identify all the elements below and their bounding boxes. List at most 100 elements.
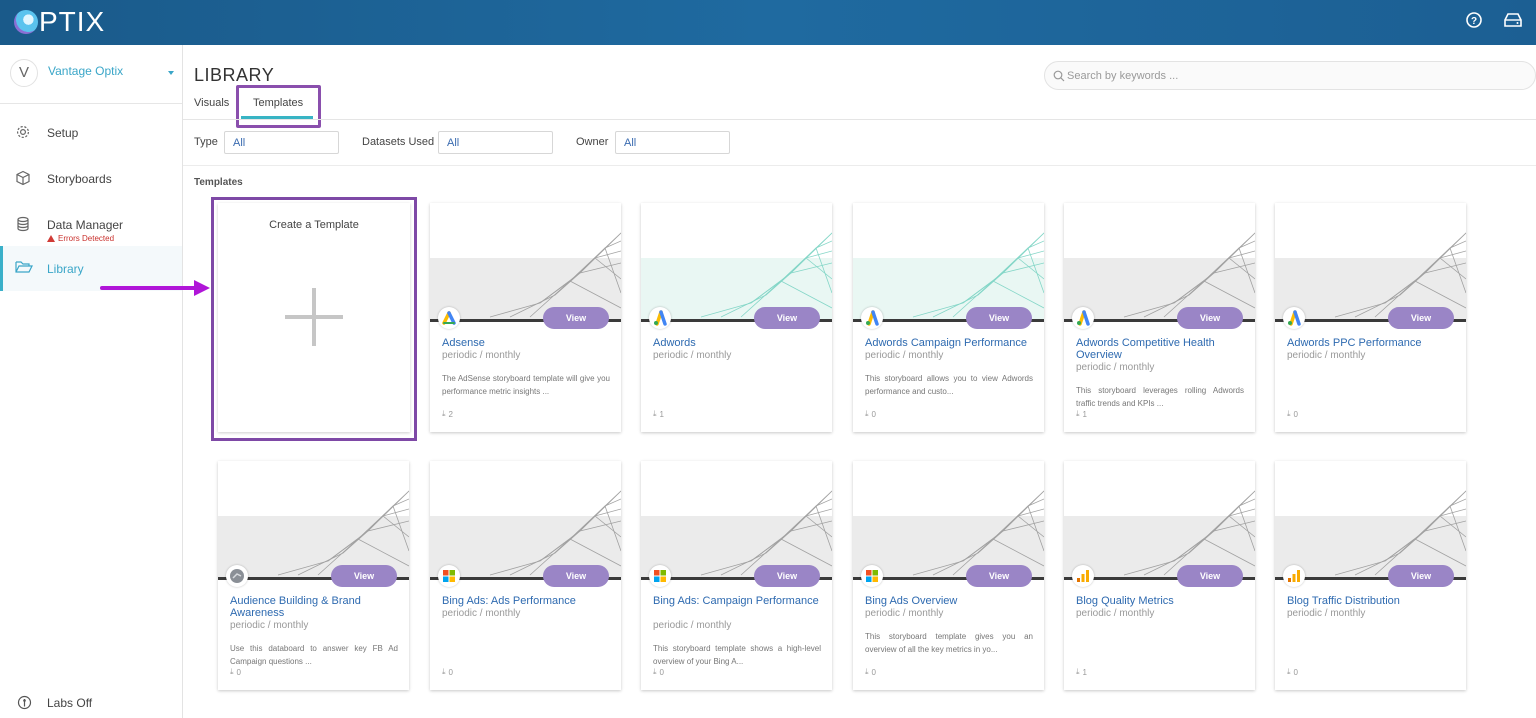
sidebar-item-library[interactable]: Library [0,246,182,291]
card-title[interactable]: Bing Ads: Campaign Performance [653,595,819,607]
view-button[interactable]: View [966,307,1032,329]
view-button[interactable]: View [966,565,1032,587]
download-icon: ⤓ [865,409,869,418]
view-button[interactable]: View [1177,307,1243,329]
card-divider [1064,577,1255,580]
card-schedule: periodic / monthly [865,350,944,361]
card-title[interactable]: Bing Ads: Ads Performance [442,595,576,607]
annotation-highlight-box [236,85,321,128]
card-schedule: periodic / monthly [1287,350,1366,361]
card-thumbnail [853,203,1044,319]
card-schedule: periodic / monthly [442,350,521,361]
search-input[interactable] [1067,68,1467,84]
template-card[interactable]: View Adwords PPC Performance periodic / … [1275,203,1466,432]
lightbulb-icon [17,695,32,710]
logo-mark-icon [14,10,38,34]
template-card[interactable]: View Bing Ads Overview periodic / monthl… [853,461,1044,690]
card-title[interactable]: Adwords Campaign Performance [865,337,1028,349]
chevron-down-icon[interactable] [168,71,174,75]
download-icon: ⤓ [1076,667,1080,676]
org-avatar: V [10,59,38,87]
sidebar-item-storyboards[interactable]: Storyboards [0,160,182,200]
card-divider [430,319,621,322]
download-icon: ⤓ [653,667,657,676]
card-schedule: periodic / monthly [1076,608,1155,619]
card-title[interactable]: Blog Traffic Distribution [1287,595,1400,607]
download-icon: ⤓ [1287,409,1291,418]
sidebar-item-label: Setup [47,126,79,140]
card-description: This storyboard template shows a high-le… [653,644,821,666]
template-card[interactable]: View Audience Building & Brand Awareness… [218,461,409,690]
view-button[interactable]: View [543,565,609,587]
template-card[interactable]: View Adwords Campaign Performance period… [853,203,1044,432]
filter-type-label: Type [194,136,218,148]
hard-drive-icon[interactable] [1503,11,1525,33]
card-thumbnail [1275,203,1466,319]
plus-icon [285,288,343,346]
view-button[interactable]: View [543,307,609,329]
card-title[interactable]: Adwords Competitive Health Overview [1076,337,1215,361]
search-icon [1053,69,1066,82]
download-count: ⤓ 0 [865,667,876,677]
adwords-icon [1072,307,1094,329]
filter-datasets-label: Datasets Used [362,136,435,148]
view-button[interactable]: View [1388,307,1454,329]
org-name[interactable]: Vantage Optix [48,64,124,78]
sidebar-item-setup[interactable]: Setup [0,114,182,154]
card-title[interactable]: Blog Quality Metrics [1076,595,1174,607]
card-title[interactable]: Adwords [653,337,696,349]
template-card[interactable]: View Bing Ads: Campaign Performance peri… [641,461,832,690]
filter-datasets-select[interactable]: All [438,131,553,154]
card-title[interactable]: Audience Building & Brand Awareness [230,595,361,619]
template-card[interactable]: View Blog Traffic Distribution periodic … [1275,461,1466,690]
card-title[interactable]: Adwords PPC Performance [1287,337,1422,349]
active-tab-indicator [241,116,313,119]
download-icon: ⤓ [1076,409,1080,418]
create-template-label: Create a Template [269,219,359,231]
generic-source-icon [226,565,248,587]
gear-icon [15,124,33,142]
org-switcher[interactable]: V Vantage Optix [0,45,182,104]
labs-label: Labs Off [47,696,93,710]
view-button[interactable]: View [1388,565,1454,587]
card-schedule: periodic / monthly [865,608,944,619]
labs-toggle[interactable]: Labs Off [0,690,182,716]
warning-icon [47,235,55,242]
create-template-card[interactable]: Create a Template [218,203,410,432]
filter-type-select[interactable]: All [224,131,339,154]
template-card[interactable]: View Bing Ads: Ads Performance periodic … [430,461,621,690]
tab-visuals[interactable]: Visuals [194,97,230,109]
tab-templates[interactable]: Templates [253,97,304,109]
filter-owner-select[interactable]: All [615,131,730,154]
card-title[interactable]: Adsense [442,337,485,349]
download-count-value: 2 [448,409,453,419]
card-schedule: periodic / monthly [653,350,732,361]
view-button[interactable]: View [754,565,820,587]
card-divider [1275,319,1466,322]
card-title[interactable]: Bing Ads Overview [865,595,958,607]
template-card[interactable]: View Adsense periodic / monthly The AdSe… [430,203,621,432]
template-card[interactable]: View Blog Quality Metrics periodic / mon… [1064,461,1255,690]
annotation-arrow-icon [100,280,210,296]
template-card[interactable]: View Adwords Competitive Health Overview… [1064,203,1255,432]
sidebar-item-label: Storyboards [47,172,112,186]
filter-owner-label: Owner [576,136,609,148]
card-description: This storyboard allows you to view Adwor… [865,374,1033,396]
errors-detected-badge[interactable]: Errors Detected [47,234,114,243]
view-button[interactable]: View [1177,565,1243,587]
view-button[interactable]: View [331,565,397,587]
card-description [653,372,821,398]
search-box[interactable] [1044,61,1536,90]
view-button[interactable]: View [754,307,820,329]
card-thumbnail [1064,203,1255,319]
help-circle-icon[interactable]: ? [1465,11,1487,33]
card-divider [430,577,621,580]
download-icon: ⤓ [1287,667,1291,676]
card-divider [853,319,1044,322]
card-description [442,630,610,656]
card-divider [641,319,832,322]
sidebar-item-data-manager[interactable]: Data Manager Errors Detected [0,206,182,246]
optix-logo[interactable]: PTIX [14,8,105,36]
download-count: ⤓ 0 [865,409,876,419]
template-card[interactable]: View Adwords periodic / monthly ⤓ 1 [641,203,832,432]
